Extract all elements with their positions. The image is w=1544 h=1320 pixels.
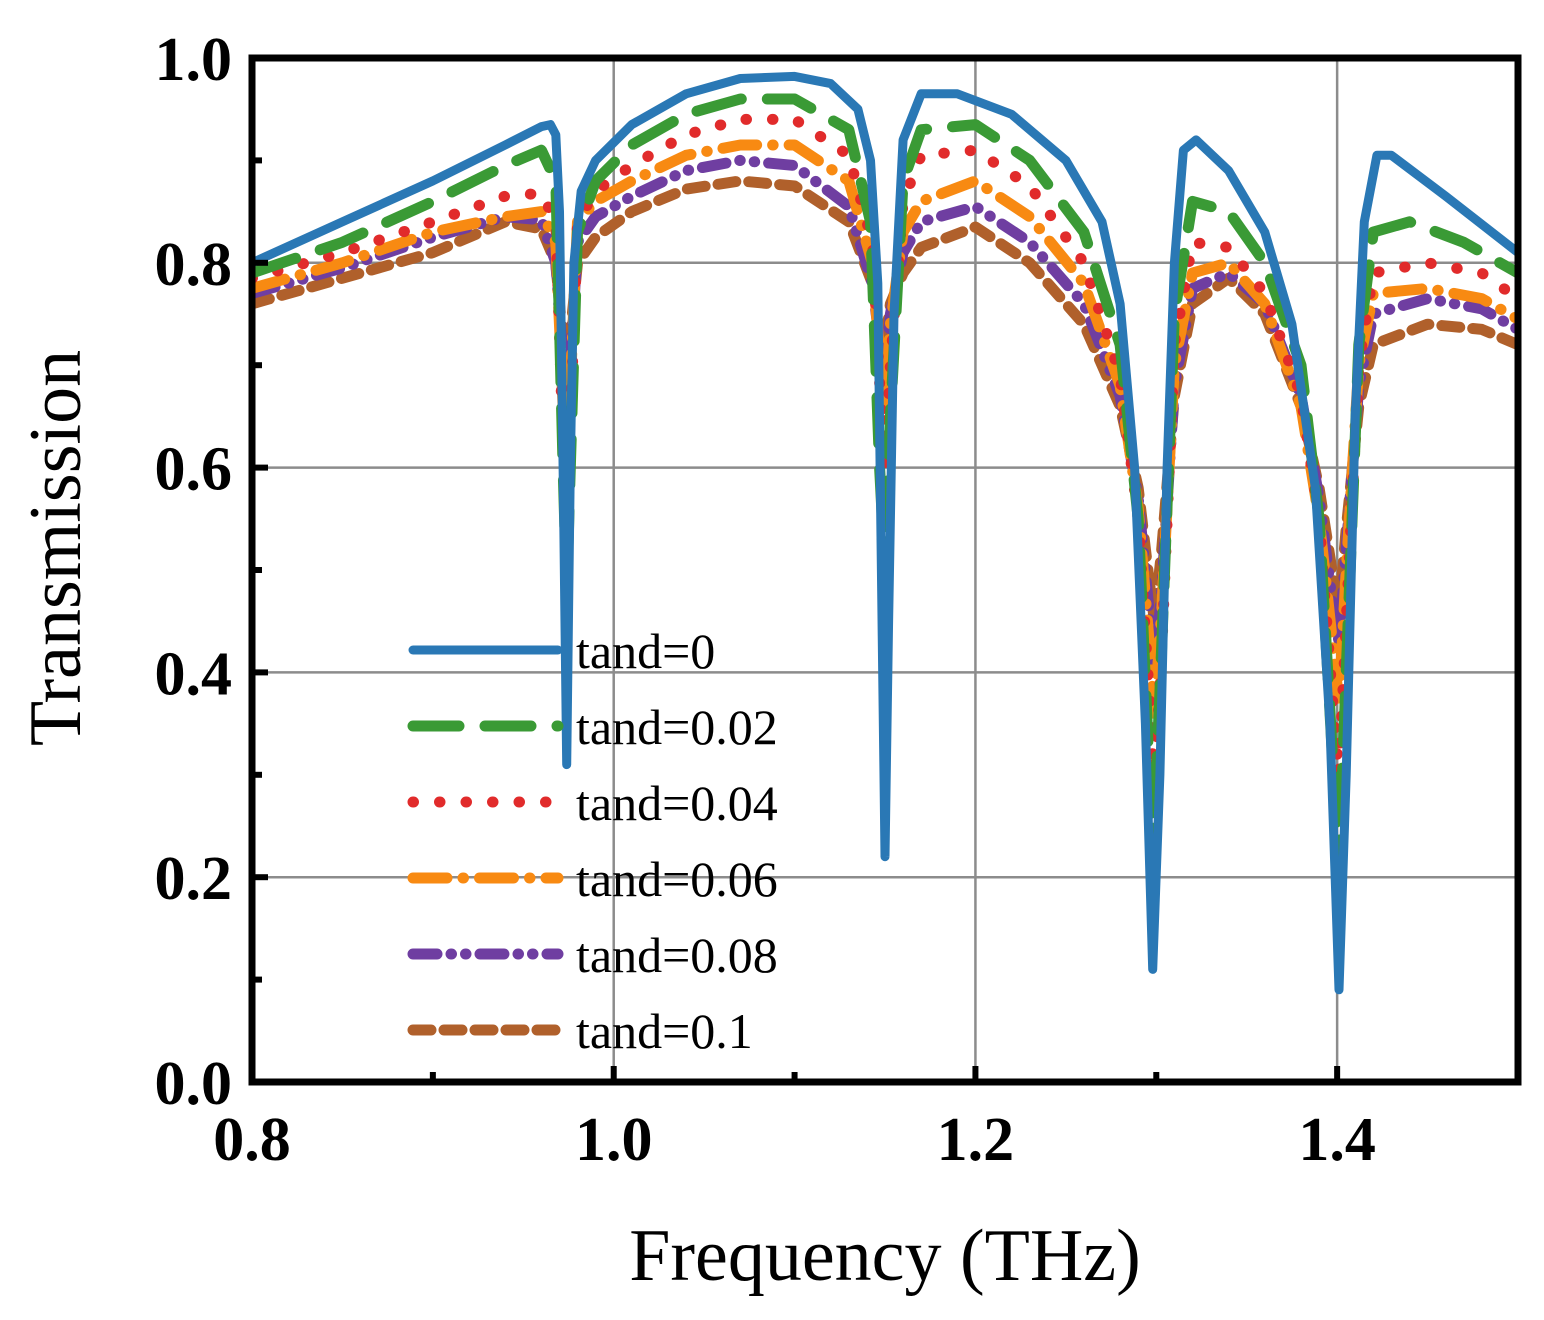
y-tick-label-5: 1.0: [155, 26, 233, 94]
x-tick-label-2: 1.2: [937, 1106, 1015, 1174]
legend-label-5: tand=0.1: [576, 1003, 753, 1059]
axis-ticks: [249, 55, 1521, 1085]
legend: tand=0 tand=0.02 tand=0.04 tand=0.06 tand=0.…: [407, 623, 778, 1059]
series-lines: [252, 71, 1518, 995]
legend-label-3: tand=0.06: [576, 851, 778, 907]
tick-labels: 0.8 1.0 1.2 1.4 0.0 0.2 0.4 0.6 0.8 1.0: [155, 26, 1376, 1174]
x-axis-title: Frequency (THz): [629, 1215, 1141, 1297]
series-line-0: [252, 71, 1518, 995]
legend-label-2: tand=0.04: [576, 775, 778, 831]
x-tick-label-3: 1.4: [1298, 1106, 1376, 1174]
y-tick-label-4: 0.8: [155, 231, 233, 299]
legend-label-1: tand=0.02: [576, 699, 778, 755]
y-tick-label-0: 0.0: [155, 1050, 233, 1118]
x-tick-label-1: 1.0: [575, 1106, 653, 1174]
y-tick-label-3: 0.6: [155, 436, 233, 504]
legend-label-0: tand=0: [576, 623, 715, 679]
y-axis-title: Transmission: [15, 350, 97, 746]
x-tick-label-0: 0.8: [213, 1106, 291, 1174]
legend-label-4: tand=0.08: [576, 927, 778, 983]
y-tick-label-1: 0.2: [155, 845, 233, 913]
y-tick-label-2: 0.4: [155, 640, 233, 708]
